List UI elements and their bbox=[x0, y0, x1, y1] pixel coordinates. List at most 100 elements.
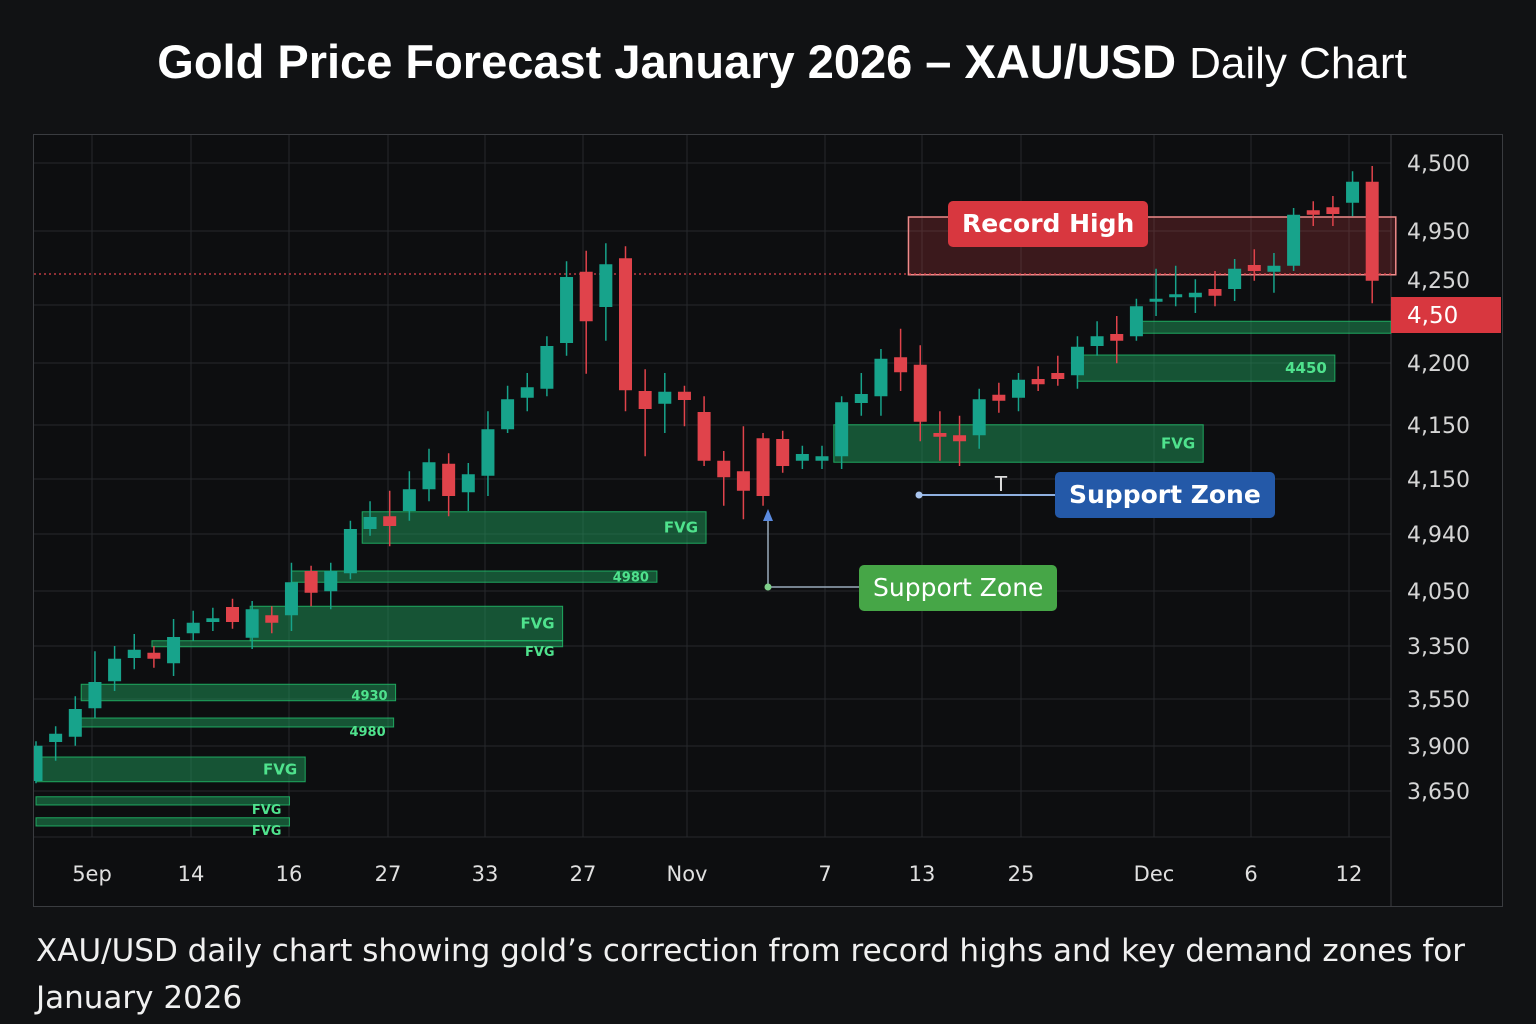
candle bbox=[461, 463, 475, 511]
candle-body bbox=[461, 474, 475, 493]
x-tick-label: 25 bbox=[1008, 862, 1035, 886]
candle-body bbox=[1110, 334, 1124, 341]
chart-frame: FVG 4980 FVG FVG 4930 4980 FVG FVG FVG FVG 4450 T 4,… bbox=[33, 134, 1503, 907]
candle-body bbox=[1129, 306, 1143, 337]
candle-body bbox=[1306, 210, 1320, 215]
candle bbox=[520, 373, 534, 412]
candle bbox=[1090, 321, 1104, 356]
candle-body bbox=[127, 649, 141, 658]
fvg-zone bbox=[1076, 354, 1336, 382]
candle bbox=[1247, 249, 1261, 281]
candle bbox=[638, 369, 652, 457]
candle bbox=[88, 651, 102, 718]
fvg-zone bbox=[833, 424, 1204, 463]
fvg-zone bbox=[361, 511, 707, 544]
candle bbox=[226, 598, 239, 629]
y-tick-label: 3,350 bbox=[1407, 635, 1470, 660]
candle-body bbox=[953, 435, 967, 442]
candle bbox=[167, 619, 181, 676]
chart-caption: XAU/USD daily chart showing gold’s corre… bbox=[36, 933, 1466, 1016]
support-zone-leader-green bbox=[767, 517, 860, 588]
x-tick-label: 6 bbox=[1244, 862, 1257, 886]
candle-body bbox=[776, 439, 790, 466]
candle-body bbox=[619, 258, 632, 391]
candle-body bbox=[363, 517, 377, 529]
candle-body bbox=[501, 399, 515, 430]
candle bbox=[1326, 196, 1340, 226]
candle bbox=[992, 382, 1006, 413]
candle-body bbox=[383, 516, 397, 526]
candle-body bbox=[1287, 214, 1301, 266]
candle bbox=[402, 471, 416, 521]
candle bbox=[913, 345, 927, 442]
x-tick-label: 27 bbox=[570, 862, 597, 886]
y-tick-label: 4,200 bbox=[1407, 352, 1470, 377]
candle-body bbox=[579, 271, 593, 322]
candle-body bbox=[560, 277, 574, 343]
fvg-zone bbox=[35, 817, 290, 827]
zone-label: 4980 bbox=[613, 570, 649, 585]
x-tick-label: 14 bbox=[178, 862, 205, 886]
y-tick-label: 4,250 bbox=[1407, 269, 1470, 294]
candle-body bbox=[913, 364, 927, 422]
candle bbox=[1110, 316, 1124, 364]
candle-body bbox=[245, 609, 259, 638]
candle-body bbox=[1149, 298, 1163, 302]
candle bbox=[186, 610, 200, 641]
candle-body bbox=[108, 658, 122, 682]
candlestick-chart[interactable]: FVG 4980 FVG FVG 4930 4980 FVG FVG FVG FVG 4450 T 4,… bbox=[34, 135, 1502, 906]
candle bbox=[49, 726, 63, 761]
support-zone-anchor-dot bbox=[915, 491, 923, 499]
candle bbox=[1169, 265, 1183, 307]
candle-body bbox=[540, 346, 554, 389]
candle-body bbox=[1247, 265, 1261, 271]
candle bbox=[1012, 373, 1025, 412]
candle-body bbox=[402, 489, 416, 511]
candle-body bbox=[992, 394, 1006, 401]
candle bbox=[658, 373, 672, 433]
zone-label: FVG bbox=[525, 645, 555, 660]
candle-body bbox=[1208, 289, 1222, 296]
candle bbox=[776, 430, 790, 473]
candle-body bbox=[854, 394, 868, 403]
candle bbox=[206, 607, 220, 631]
candle-body bbox=[304, 571, 318, 593]
candle-body bbox=[795, 454, 809, 461]
candle bbox=[815, 445, 829, 469]
y-tick-label: 4,500 bbox=[1407, 152, 1470, 177]
candle bbox=[265, 606, 279, 634]
candle-body bbox=[1090, 336, 1104, 346]
fvg-zone bbox=[80, 683, 397, 702]
candle-body bbox=[1365, 181, 1379, 281]
zone-label: FVG bbox=[1161, 435, 1195, 453]
candle bbox=[383, 490, 397, 547]
candle bbox=[245, 601, 259, 649]
candle-body bbox=[206, 618, 220, 622]
candle-body bbox=[68, 709, 82, 737]
title-suffix: Daily Chart bbox=[1189, 39, 1407, 88]
y-tick-label: 4,950 bbox=[1407, 220, 1470, 245]
candle bbox=[677, 385, 691, 427]
zone-label: FVG bbox=[252, 803, 282, 818]
x-tick-label: 5ep bbox=[72, 862, 112, 886]
candle bbox=[68, 696, 82, 746]
candle-body bbox=[1326, 207, 1340, 214]
candle-body bbox=[186, 622, 200, 634]
zone-label: FVG bbox=[664, 519, 698, 537]
x-tick-label: 27 bbox=[375, 862, 402, 886]
zone-label: FVG bbox=[520, 615, 554, 633]
candle bbox=[1149, 268, 1163, 316]
candle-body bbox=[343, 529, 357, 574]
x-tick-label: 16 bbox=[276, 862, 303, 886]
candle bbox=[1267, 253, 1281, 293]
candle-body bbox=[1051, 373, 1065, 379]
zone-label: FVG bbox=[252, 824, 282, 839]
y-tick-label: 4,150 bbox=[1407, 414, 1470, 439]
candle-body bbox=[1169, 294, 1183, 298]
candle-body bbox=[324, 571, 338, 592]
candle bbox=[540, 336, 554, 397]
candle-body bbox=[284, 582, 298, 616]
candle bbox=[127, 634, 141, 670]
candle bbox=[1365, 166, 1379, 304]
candle bbox=[304, 565, 318, 607]
